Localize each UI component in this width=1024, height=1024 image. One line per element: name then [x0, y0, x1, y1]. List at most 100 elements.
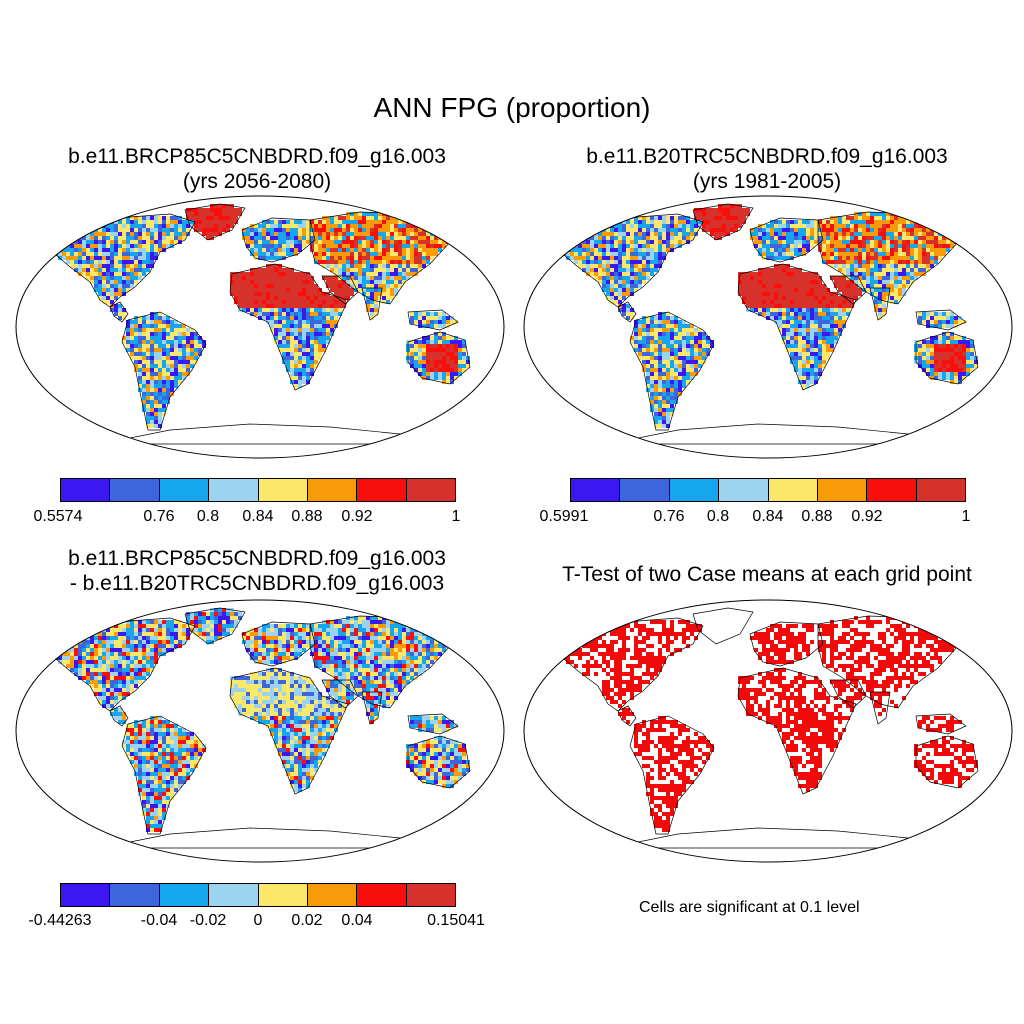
coastline-se-asia-islands	[407, 713, 459, 735]
cbar-label: 0.92	[851, 508, 883, 525]
cbar-label: 0.88	[801, 508, 833, 525]
panel-title-case1-line2: (yrs 2056-2080)	[182, 170, 332, 193]
map-cells	[50, 204, 470, 428]
coastline-africa	[737, 263, 857, 391]
map-cells	[558, 204, 978, 428]
coastline-central-america	[617, 705, 637, 727]
colorbar-swatch	[669, 479, 720, 501]
colorbar-swatch	[406, 884, 455, 906]
coastline-africa	[229, 667, 349, 795]
figure-title: ANN FPG (proportion)	[373, 92, 651, 123]
coastline-arabia	[321, 275, 359, 305]
colorbar-case1-labels: 0.5574 0.76 0.8 0.84 0.88 0.92 1	[34, 508, 461, 528]
colorbar-swatch	[620, 479, 670, 501]
colorbar-swatch	[571, 479, 621, 501]
coastline-europe	[241, 621, 316, 667]
coastline-greenland	[692, 607, 754, 645]
colorbar-swatch	[406, 479, 455, 501]
panel-title-case2-line2: (yrs 1981-2005)	[692, 170, 842, 193]
colorbar-diff	[60, 883, 456, 907]
cbar-label: 0.5991	[539, 508, 589, 525]
panel-title-diff-line2: - b.e11.B20TRC5CNBDRD.f09_g16.003	[69, 572, 445, 595]
colorbar-swatch	[159, 884, 210, 906]
coastline-north-america	[557, 617, 704, 712]
colorbar-case2	[570, 478, 966, 502]
coastline-arabia	[321, 679, 359, 709]
colorbar-swatch	[357, 884, 407, 906]
cbar-label: 0.02	[291, 912, 323, 929]
cbar-label: 0.15041	[427, 912, 485, 929]
map-frame	[523, 599, 1013, 863]
panel-title-case1: b.e11.BRCP85C5CNBDRD.f09_g16.003 (yrs 20…	[22, 144, 492, 194]
coastline-north-america	[557, 213, 704, 308]
cbar-label: 0.84	[242, 508, 274, 525]
coastline-australia	[407, 735, 471, 789]
coastline-north-america	[49, 213, 196, 308]
map-case2	[523, 195, 1013, 459]
map-cells	[558, 616, 978, 832]
coastline-se-asia-islands	[407, 309, 459, 331]
panel-title-ttest-line1: T-Test of two Case means at each grid po…	[562, 563, 972, 586]
panel-title-diff-line1: b.e11.BRCP85C5CNBDRD.f09_g16.003	[68, 547, 446, 570]
cbar-label: 0.92	[341, 508, 373, 525]
coastline-south-america	[121, 715, 207, 835]
colorbar-case1	[60, 478, 456, 502]
coastline-australia	[407, 331, 471, 385]
coastline-india	[869, 691, 891, 725]
colorbar-swatch	[209, 884, 259, 906]
colorbar-swatch	[61, 884, 111, 906]
cbar-label: 0.76	[653, 508, 685, 525]
map-cells	[50, 608, 470, 832]
coastline-central-america	[109, 301, 129, 323]
colorbar-swatch	[258, 884, 308, 906]
coastline-south-america	[629, 311, 715, 431]
cbar-label: 0.84	[752, 508, 784, 525]
map-frame	[523, 195, 1013, 459]
colorbar-case2-labels: 0.5991 0.76 0.8 0.84 0.88 0.92 1	[540, 508, 971, 528]
coastline-south-america	[629, 715, 715, 835]
coastline-europe	[241, 217, 316, 263]
colorbar-swatch	[159, 479, 210, 501]
cbar-label: 0	[253, 912, 263, 929]
coastline-central-america	[109, 705, 129, 727]
cbar-label: 0.88	[291, 508, 323, 525]
cbar-label: 0.8	[196, 508, 220, 525]
cbar-label: 1	[451, 508, 461, 525]
map-frame	[15, 599, 505, 863]
colorbar-swatch	[209, 479, 259, 501]
cbar-label: 0.04	[341, 912, 373, 929]
panel-title-case2: b.e11.B20TRC5CNBDRD.f09_g16.003 (yrs 198…	[532, 144, 1002, 194]
coastline-australia	[915, 331, 979, 385]
colorbar-swatch	[110, 884, 160, 906]
panel-title-case2-line1: b.e11.B20TRC5CNBDRD.f09_g16.003	[586, 145, 948, 168]
map-ttest	[523, 599, 1013, 863]
map-diff	[15, 599, 505, 863]
coastline-antarctica	[109, 423, 411, 445]
coastline-greenland	[184, 607, 246, 645]
colorbar-swatch	[307, 884, 358, 906]
colorbar-diff-labels: -0.44263 -0.04 -0.02 0 0.02 0.04 0.15041	[28, 912, 485, 932]
cbar-label: 1	[961, 508, 971, 525]
colorbar-swatch	[357, 479, 407, 501]
colorbar-swatch	[768, 479, 818, 501]
coastline-antarctica	[617, 423, 919, 445]
colorbar-swatch	[258, 479, 308, 501]
coastline-india	[361, 287, 383, 321]
coastline-antarctica	[617, 827, 919, 849]
coastline-arabia	[829, 275, 867, 305]
colorbar-swatch	[307, 479, 358, 501]
coastline-north-america	[49, 617, 196, 712]
coastline-south-america	[121, 311, 207, 431]
map-frame	[15, 195, 505, 459]
cbar-label: -0.44263	[28, 912, 92, 929]
cbar-label: 0.76	[143, 508, 175, 525]
colorbar-swatch	[867, 479, 917, 501]
coastline-arabia	[829, 679, 867, 709]
coastline-australia	[915, 735, 979, 789]
coastline-antarctica	[109, 827, 411, 849]
cbar-label: 0.8	[706, 508, 730, 525]
coastline-india	[869, 287, 891, 321]
cbar-label: -0.02	[189, 912, 227, 929]
coastline-se-asia-islands	[915, 713, 967, 735]
coastline-africa	[229, 263, 349, 391]
